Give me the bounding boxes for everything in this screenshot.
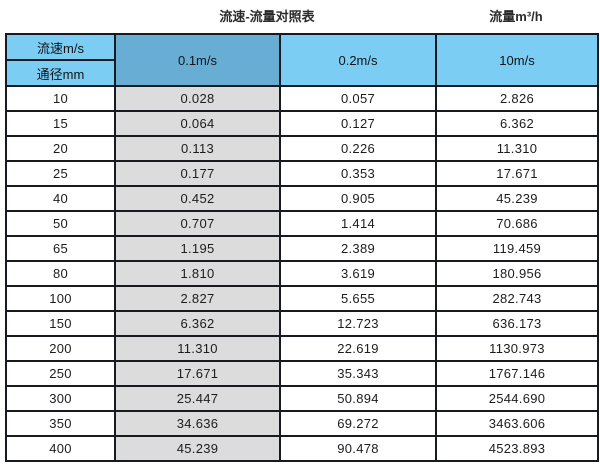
table-row: 200 11.310 22.619 1130.973 (5, 335, 599, 362)
diameter-cell: 80 (5, 260, 116, 287)
flow-value-cell: 22.619 (279, 335, 437, 362)
flow-value-cell: 34.636 (114, 410, 281, 437)
flow-value-cell: 0.452 (114, 185, 281, 212)
col-header-10ms: 10m/s (435, 33, 599, 87)
table-row: 350 34.636 69.272 3463.606 (5, 410, 599, 437)
flow-unit-title: 流量m³/h (489, 9, 543, 24)
flow-value-cell: 69.272 (279, 410, 437, 437)
table-row: 65 1.195 2.389 119.459 (5, 235, 599, 262)
flow-value-cell: 50.894 (279, 385, 437, 412)
flow-value-cell: 2.389 (279, 235, 437, 262)
flow-value-cell: 0.226 (279, 135, 437, 162)
flow-value-cell: 6.362 (114, 310, 281, 337)
diameter-cell: 20 (5, 135, 116, 162)
table-row: 40 0.452 0.905 45.239 (5, 185, 599, 212)
flow-value-cell: 25.447 (114, 385, 281, 412)
flow-value-cell: 0.707 (114, 210, 281, 237)
flow-value-cell: 2544.690 (435, 385, 599, 412)
header-row-bottom: 通径mm (5, 59, 598, 87)
flow-value-cell: 0.057 (279, 85, 437, 112)
flow-value-cell: 17.671 (435, 160, 599, 187)
table-row: 15 0.064 0.127 6.362 (5, 110, 599, 137)
flow-value-cell: 282.743 (435, 285, 599, 312)
table-row: 50 0.707 1.414 70.686 (5, 210, 599, 237)
corner-diameter-label: 通径mm (5, 59, 116, 87)
flow-table-body: 10 0.028 0.057 2.826 15 0.064 0.127 6.362 20 0.11… (5, 85, 599, 462)
table-row: 10 0.028 0.057 2.826 (5, 85, 599, 112)
table-row: 400 45.239 90.478 4523.893 (5, 435, 599, 462)
flow-table-header: 流速m/s 0.1m/s 0.2m/s 10m/s 通径mm (5, 33, 599, 87)
flow-value-cell: 1.414 (279, 210, 437, 237)
diameter-cell: 250 (5, 360, 116, 387)
table-row: 150 6.362 12.723 636.173 (5, 310, 599, 337)
flow-value-cell: 11.310 (435, 135, 599, 162)
flow-value-cell: 180.956 (435, 260, 599, 287)
flow-value-cell: 12.723 (279, 310, 437, 337)
table-row: 20 0.113 0.226 11.310 (5, 135, 599, 162)
flow-value-cell: 3.619 (279, 260, 437, 287)
flow-value-cell: 17.671 (114, 360, 281, 387)
flow-value-cell: 3463.606 (435, 410, 599, 437)
flow-value-cell: 4523.893 (435, 435, 599, 462)
corner-velocity-label: 流速m/s (5, 33, 116, 61)
table-title: 流速-流量对照表 (219, 9, 315, 24)
flow-value-cell: 0.127 (279, 110, 437, 137)
col-header-0-2ms: 0.2m/s (279, 33, 437, 87)
diameter-cell: 15 (5, 110, 116, 137)
flow-value-cell: 119.459 (435, 235, 599, 262)
flow-value-cell: 6.362 (435, 110, 599, 137)
table-row: 80 1.810 3.619 180.956 (5, 260, 599, 287)
diameter-cell: 65 (5, 235, 116, 262)
diameter-cell: 25 (5, 160, 116, 187)
flow-value-cell: 70.686 (435, 210, 599, 237)
flow-value-cell: 0.064 (114, 110, 281, 137)
diameter-cell: 200 (5, 335, 116, 362)
flow-value-cell: 636.173 (435, 310, 599, 337)
col-header-0-1ms: 0.1m/s (114, 33, 281, 87)
flow-value-cell: 45.239 (114, 435, 281, 462)
diameter-cell: 50 (5, 210, 116, 237)
flow-value-cell: 35.343 (279, 360, 437, 387)
flow-value-cell: 2.826 (435, 85, 599, 112)
flow-value-cell: 0.177 (114, 160, 281, 187)
flow-value-cell: 1767.146 (435, 360, 599, 387)
flow-value-cell: 45.239 (435, 185, 599, 212)
flow-value-cell: 5.655 (279, 285, 437, 312)
header-row-top: 流速m/s 0.1m/s 0.2m/s 10m/s (5, 33, 599, 87)
table-row: 100 2.827 5.655 282.743 (5, 285, 599, 312)
flow-value-cell: 0.905 (279, 185, 437, 212)
diameter-cell: 150 (5, 310, 116, 337)
diameter-cell: 400 (5, 435, 116, 462)
flow-value-cell: 1130.973 (435, 335, 599, 362)
flow-rate-table: 流速m/s 0.1m/s 0.2m/s 10m/s 通径mm 10 0.028 0.… (5, 33, 599, 462)
flow-value-cell: 0.113 (114, 135, 281, 162)
diameter-cell: 100 (5, 285, 116, 312)
diameter-cell: 300 (5, 385, 116, 412)
table-row: 25 0.177 0.353 17.671 (5, 160, 599, 187)
table-row: 300 25.447 50.894 2544.690 (5, 385, 599, 412)
title-bar: 流速-流量对照表 流量m³/h (0, 0, 600, 33)
diameter-cell: 40 (5, 185, 116, 212)
flow-value-cell: 2.827 (114, 285, 281, 312)
flow-value-cell: 1.195 (114, 235, 281, 262)
diameter-cell: 350 (5, 410, 116, 437)
diameter-cell: 10 (5, 85, 116, 112)
flow-value-cell: 90.478 (279, 435, 437, 462)
table-row: 250 17.671 35.343 1767.146 (5, 360, 599, 387)
flow-value-cell: 0.353 (279, 160, 437, 187)
flow-value-cell: 0.028 (114, 85, 281, 112)
flow-value-cell: 11.310 (114, 335, 281, 362)
flow-value-cell: 1.810 (114, 260, 281, 287)
